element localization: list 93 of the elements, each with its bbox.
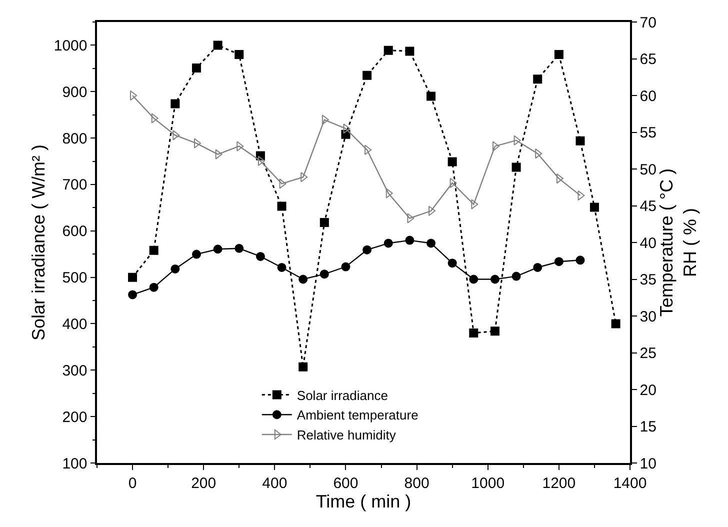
point — [590, 202, 599, 212]
point — [279, 178, 286, 189]
point — [490, 274, 500, 284]
point — [236, 141, 244, 152]
y2-tick-label: 35 — [640, 272, 656, 288]
legend-label: Ambient temperature — [296, 408, 418, 423]
point — [576, 256, 585, 265]
y2-tick-label: 25 — [640, 345, 656, 362]
point — [192, 63, 201, 72]
y-tick-label: 300 — [62, 362, 88, 380]
point — [384, 46, 393, 55]
y-tick-label: 800 — [62, 130, 88, 148]
point — [384, 238, 393, 248]
point — [611, 319, 620, 328]
x-axis-title: Time ( min ) — [316, 492, 412, 512]
x-tick-label: 1200 — [542, 474, 576, 492]
y2-tick-label: 55 — [640, 124, 656, 142]
y-tick-label: 700 — [62, 176, 88, 194]
x-tick-label: 0 — [128, 474, 137, 492]
point — [298, 274, 308, 284]
y2-tick-label: 50 — [640, 161, 656, 178]
x-tick-label: 600 — [333, 474, 358, 492]
y-tick-label: 500 — [62, 270, 88, 287]
y2-tick-label: 20 — [640, 382, 656, 399]
y-axis-title: Solar irradiance ( W/m² ) — [28, 144, 49, 341]
point — [322, 114, 329, 125]
point — [234, 50, 244, 59]
y-tick-label: 200 — [62, 408, 88, 426]
legend-label: Solar irradiance — [296, 388, 388, 403]
point — [426, 92, 436, 101]
point — [170, 264, 180, 274]
point — [362, 70, 372, 80]
y2-tick-label: 60 — [640, 88, 656, 105]
point — [576, 136, 585, 146]
point — [533, 262, 542, 272]
point — [213, 40, 222, 50]
point — [514, 135, 521, 146]
y-tick-label: 600 — [62, 223, 88, 240]
point — [386, 188, 393, 198]
point — [533, 74, 542, 84]
y2-tick-label: 70 — [640, 14, 656, 32]
point — [407, 213, 414, 224]
point — [341, 262, 350, 272]
point — [448, 258, 457, 268]
point — [298, 362, 308, 372]
y2-tick-label: 10 — [640, 455, 656, 472]
point — [469, 274, 478, 284]
point — [490, 326, 500, 336]
point — [469, 328, 478, 338]
point — [554, 257, 564, 266]
y-tick-label: 900 — [62, 84, 88, 101]
y-tick-label: 1000 — [54, 37, 88, 54]
y2-tick-label: 15 — [640, 418, 656, 436]
y2-tick-label: 30 — [640, 308, 656, 326]
point — [215, 149, 222, 160]
point — [492, 141, 500, 152]
x-tick-label: 400 — [262, 474, 288, 492]
x-tick-label: 800 — [404, 474, 430, 492]
x-tick-label: 1000 — [471, 474, 505, 492]
point — [320, 270, 329, 279]
point — [405, 236, 414, 245]
point — [192, 250, 201, 259]
point — [405, 46, 414, 56]
point — [151, 113, 158, 124]
point — [362, 245, 372, 254]
point — [128, 272, 138, 282]
y-tick-label: 400 — [62, 316, 88, 333]
legend-label: Relative humidity — [296, 428, 396, 443]
y-tick-label: 100 — [62, 455, 88, 472]
y2-tick-label: 65 — [640, 51, 656, 68]
point — [213, 244, 222, 254]
point — [554, 50, 564, 59]
point — [277, 262, 286, 272]
point — [277, 202, 286, 211]
point — [234, 244, 244, 253]
point — [256, 252, 265, 261]
point — [320, 218, 329, 228]
x-tick-label: 1400 — [613, 474, 647, 492]
point — [512, 272, 521, 281]
point — [426, 238, 436, 248]
point — [512, 162, 521, 172]
y2-tick-label: 45 — [640, 198, 656, 215]
y2-axis-title: Temperature ( °C ) RH ( % ) — [656, 168, 700, 317]
point — [149, 282, 158, 292]
point — [149, 246, 158, 255]
point — [170, 99, 180, 108]
point — [172, 130, 180, 140]
point — [471, 199, 478, 210]
point — [194, 138, 201, 148]
point — [448, 157, 457, 166]
x-tick-label: 200 — [191, 474, 216, 492]
y2-tick-label: 40 — [640, 234, 656, 252]
point — [128, 290, 138, 300]
